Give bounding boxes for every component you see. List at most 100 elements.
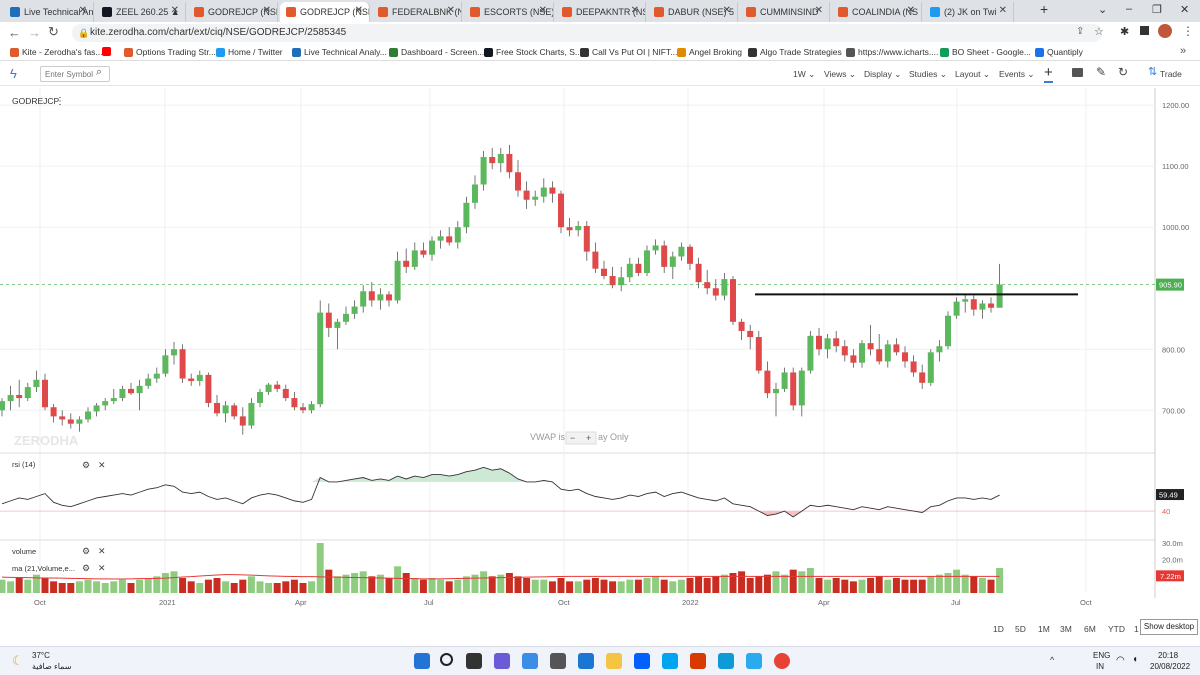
windows-start-icon[interactable] <box>414 653 430 669</box>
bookmark-item[interactable]: Live Technical Analy... <box>292 47 387 57</box>
bookmark-item[interactable]: Options Trading Str... <box>124 47 216 57</box>
range-button[interactable]: 1 <box>1134 624 1139 634</box>
candle-down <box>16 395 23 399</box>
layout-menu[interactable]: Layout ⌄ <box>955 69 991 79</box>
symbol-search-input[interactable] <box>40 66 110 82</box>
chrome-icon[interactable] <box>774 653 790 669</box>
draw-pencil-icon[interactable]: ✎ <box>1096 65 1107 79</box>
back-arrow-icon[interactable]: ← <box>8 25 21 40</box>
speaker-icon[interactable]: ◖ <box>1132 654 1139 665</box>
bookmarks-overflow-icon[interactable]: » <box>1180 45 1187 57</box>
browser-tab[interactable]: ZEEL 260.25 ▲ ✕ <box>96 2 186 22</box>
bookmark-item[interactable]: Quantiply <box>1035 47 1083 57</box>
display-menu[interactable]: Display ⌄ <box>864 69 902 79</box>
browser-tab[interactable]: DABUR (NSE) 5 ✕ <box>648 2 738 22</box>
url-omnibox[interactable]: 🔒 kite.zerodha.com/chart/ext/ciq/NSE/GOD… <box>72 24 1102 42</box>
extensions-puzzle-icon[interactable]: ✱ <box>1120 26 1130 38</box>
tab-close-icon[interactable]: ✕ <box>78 5 87 16</box>
browser-tab[interactable]: Live Technical An ✕ <box>4 2 94 22</box>
tab-close-icon[interactable]: ✕ <box>354 5 363 16</box>
wifi-icon[interactable]: ◠ <box>1116 655 1125 666</box>
dropbox-icon[interactable] <box>634 653 650 669</box>
close-window-icon[interactable]: ✕ <box>1180 4 1190 16</box>
edge-browser-icon[interactable] <box>718 653 734 669</box>
range-button[interactable]: 6M <box>1084 624 1096 634</box>
reload-icon[interactable]: ↻ <box>48 24 59 39</box>
bookmark-item[interactable]: Kite - Zerodha's fas... <box>10 47 103 57</box>
tab-close-icon[interactable]: ✕ <box>538 5 547 16</box>
search-icon[interactable] <box>440 653 453 666</box>
bookmark-item[interactable]: Call Vs Put OI | NIFT... <box>580 47 677 57</box>
office-icon[interactable] <box>690 653 706 669</box>
range-button[interactable]: 3M <box>1060 624 1072 634</box>
events-menu[interactable]: Events ⌄ <box>999 69 1035 79</box>
candle-up <box>7 395 14 402</box>
browser-tab[interactable]: CUMMINSIND ✕ <box>740 2 830 22</box>
file-explorer-icon[interactable] <box>606 653 622 669</box>
bookmark-item[interactable]: Angel Broking <box>677 47 742 57</box>
forward-arrow-icon[interactable]: → <box>28 25 41 40</box>
browser-tab[interactable]: FEDERALBNK (N ✕ <box>372 2 462 22</box>
browser-tab[interactable]: DEEPAKNTR (NS ✕ <box>556 2 646 22</box>
telegram-icon[interactable] <box>746 653 762 669</box>
mail-icon[interactable] <box>578 653 594 669</box>
bookmark-item[interactable]: Free Stock Charts, S... <box>484 47 582 57</box>
language-indicator[interactable]: ENG <box>1093 651 1111 660</box>
candle-down <box>368 291 375 301</box>
tab-close-icon[interactable]: ✕ <box>630 5 639 16</box>
tab-search-icon[interactable]: ⌄ <box>1098 4 1108 16</box>
price-chart[interactable]: rsi (14) ⚙ ✕ 40 59.49 volume ⚙ ✕ ma (21,Volume,… <box>0 88 1200 610</box>
browser-tab[interactable]: GODREJCP (NSE ✕ <box>280 2 370 22</box>
tab-close-icon[interactable]: ✕ <box>170 5 179 16</box>
tray-overflow-icon[interactable]: ^ <box>1050 655 1055 665</box>
browser-tab[interactable]: COALINDIA (NS ✕ <box>832 2 922 22</box>
bookmark-item[interactable]: BO Sheet - Google... <box>940 47 1031 57</box>
tab-close-icon[interactable]: ✕ <box>722 5 731 16</box>
interval-dropdown[interactable]: 1W ⌄ <box>793 69 816 79</box>
clock-time[interactable]: 20:18 <box>1158 651 1179 660</box>
trade-button[interactable]: Trade <box>1160 69 1182 79</box>
bookmark-item[interactable]: Dashboard - Screen... <box>389 47 484 57</box>
candle-up <box>351 306 358 314</box>
views-menu[interactable]: Views ⌄ <box>824 69 857 79</box>
weather-temp[interactable]: 37°C <box>32 651 50 660</box>
volume-bar <box>58 583 66 593</box>
browser-tab[interactable]: ESCORTS (NSE) ✕ <box>464 2 554 22</box>
range-button[interactable]: YTD <box>1108 624 1125 634</box>
widgets-icon[interactable] <box>522 653 538 669</box>
comment-icon[interactable] <box>1072 68 1083 77</box>
range-button[interactable]: 1M <box>1038 624 1050 634</box>
sidebar-panel-icon[interactable] <box>1140 26 1149 35</box>
reset-icon[interactable]: ↻ <box>1118 65 1129 79</box>
tab-close-icon[interactable]: ✕ <box>814 5 823 16</box>
bookmark-item[interactable]: https://www.icharts.... <box>846 47 938 57</box>
tab-close-icon[interactable]: ✕ <box>446 5 455 16</box>
crosshair-icon[interactable]: + <box>1044 64 1053 83</box>
browser-menu-icon[interactable]: ⋮ <box>1182 24 1194 38</box>
store-icon[interactable] <box>550 653 566 669</box>
studies-menu[interactable]: Studies ⌄ <box>909 69 947 79</box>
bookmark-item[interactable] <box>102 47 114 56</box>
minimize-icon[interactable]: – <box>1126 3 1133 15</box>
bookmark-star-icon[interactable]: ☆ <box>1094 26 1104 38</box>
browser-tab[interactable]: (2) JK on Twi ✕ <box>924 2 1014 22</box>
bookmark-item[interactable]: Algo Trade Strategies <box>748 47 842 57</box>
profile-avatar[interactable] <box>1158 24 1172 38</box>
browser-tab[interactable]: GODREJCP (NSE ✕ <box>188 2 278 22</box>
share-icon[interactable]: ⇪ <box>1076 26 1085 37</box>
bookmark-item[interactable]: Home / Twitter <box>216 47 283 57</box>
maximize-icon[interactable]: ❐ <box>1152 4 1162 16</box>
tab-close-icon[interactable]: ✕ <box>998 5 1007 16</box>
events-label: Events <box>999 69 1025 79</box>
tab-close-icon[interactable]: ✕ <box>906 5 915 16</box>
ma-settings-icon: ⚙ <box>82 563 90 573</box>
range-button[interactable]: 1D <box>993 624 1004 634</box>
search-icon[interactable]: ⌕ <box>96 66 103 78</box>
photos-icon[interactable] <box>662 653 678 669</box>
task-view-icon[interactable] <box>466 653 482 669</box>
teams-chat-icon[interactable] <box>494 653 510 669</box>
range-button[interactable]: 5D <box>1015 624 1026 634</box>
tab-close-icon[interactable]: ✕ <box>262 5 271 16</box>
volume-bar <box>213 578 221 593</box>
new-tab-button[interactable]: + <box>1040 1 1049 17</box>
